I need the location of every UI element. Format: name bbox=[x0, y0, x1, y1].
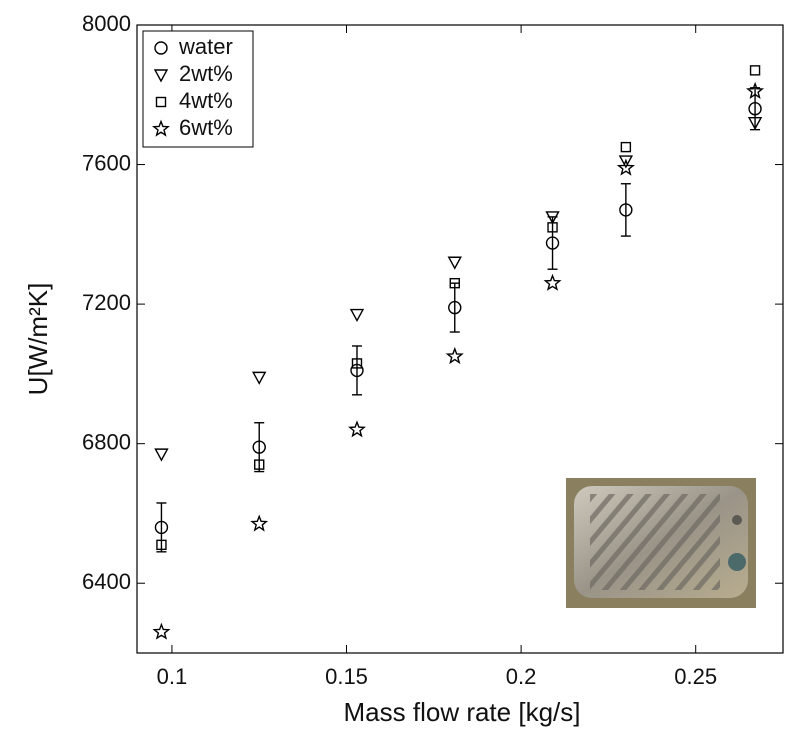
marker bbox=[747, 116, 763, 131]
marker bbox=[447, 256, 462, 270]
marker bbox=[545, 211, 560, 225]
error-bar bbox=[620, 183, 631, 237]
legend-label: water bbox=[178, 34, 233, 59]
y-axis-label: U[W/m²K] bbox=[23, 283, 53, 396]
x-tick-label: 0.1 bbox=[157, 664, 188, 689]
y-tick-label: 8000 bbox=[82, 11, 131, 36]
marker bbox=[616, 158, 635, 176]
x-tick-label: 0.2 bbox=[506, 664, 537, 689]
error-bar bbox=[156, 502, 167, 553]
marker bbox=[618, 155, 634, 169]
marker bbox=[746, 81, 765, 100]
legend-label: 2wt% bbox=[179, 61, 233, 86]
marker bbox=[545, 236, 560, 250]
marker bbox=[547, 222, 558, 233]
marker bbox=[620, 141, 632, 153]
error-bar bbox=[449, 282, 460, 333]
marker bbox=[749, 65, 761, 76]
marker bbox=[154, 41, 168, 55]
y-tick-label: 6800 bbox=[82, 429, 131, 454]
marker bbox=[351, 358, 363, 369]
marker bbox=[152, 119, 170, 137]
marker bbox=[250, 514, 269, 532]
marker bbox=[152, 622, 171, 640]
legend-label: 6wt% bbox=[179, 115, 233, 140]
marker bbox=[349, 308, 365, 323]
marker bbox=[153, 69, 169, 83]
y-tick-label: 7200 bbox=[82, 290, 131, 315]
error-bar bbox=[547, 216, 558, 270]
marker bbox=[154, 448, 169, 462]
legend-label: 4wt% bbox=[179, 88, 233, 113]
marker bbox=[252, 371, 267, 385]
plot-frame bbox=[136, 24, 784, 654]
marker bbox=[254, 459, 265, 470]
y-tick-label: 7600 bbox=[82, 150, 131, 175]
marker bbox=[156, 539, 167, 551]
marker bbox=[448, 300, 462, 315]
marker bbox=[154, 520, 169, 535]
marker bbox=[252, 440, 266, 454]
legend-box bbox=[142, 30, 254, 148]
marker bbox=[543, 273, 562, 291]
inset-photo bbox=[566, 478, 756, 608]
x-tick-label: 0.25 bbox=[674, 664, 717, 689]
y-tick-label: 6400 bbox=[82, 569, 131, 594]
error-bar bbox=[351, 345, 362, 396]
x-tick-label: 0.15 bbox=[325, 664, 368, 689]
marker bbox=[348, 420, 366, 438]
x-axis-label: Mass flow rate [kg/s] bbox=[344, 697, 581, 727]
marker bbox=[350, 363, 364, 378]
marker bbox=[449, 277, 460, 289]
error-bar bbox=[254, 422, 265, 473]
marker bbox=[619, 203, 633, 217]
marker bbox=[155, 96, 167, 108]
marker bbox=[445, 346, 464, 365]
marker bbox=[748, 102, 762, 116]
